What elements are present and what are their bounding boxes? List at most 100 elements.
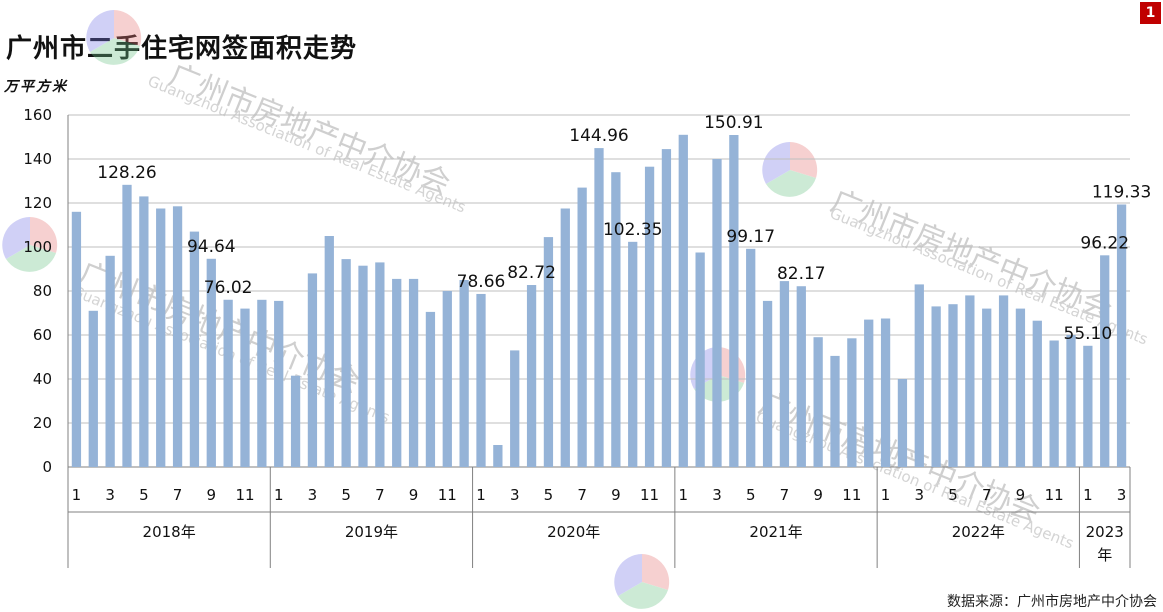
x-tick-label: 7 [173,486,183,504]
bar [290,375,301,467]
data-label: 82.17 [777,264,826,284]
bar [375,262,385,467]
bar [341,259,351,467]
bar [240,308,250,467]
bar [914,284,924,467]
x-tick-label: 1 [1083,486,1093,504]
bar [931,306,941,467]
x-tick-label: 1 [274,486,284,504]
bar [476,293,486,467]
data-label: 128.26 [97,163,156,183]
year-label: 2023 [1086,523,1124,541]
x-tick-label: 3 [1117,486,1127,504]
data-label: 94.64 [187,237,236,257]
bar [425,311,436,467]
bar [695,252,705,467]
bar [1049,340,1059,467]
bar [577,187,587,467]
data-label: 55.10 [1064,324,1113,344]
bar [1066,335,1076,467]
bar [847,338,857,467]
year-label: 2020年 [547,523,600,541]
data-label: 144.96 [569,126,628,146]
bar [880,318,891,467]
x-tick-label: 1 [679,486,689,504]
year-label: 2018年 [143,523,196,541]
y-tick-label: 40 [33,370,52,388]
bar [459,280,469,467]
x-tick-label: 7 [780,486,790,504]
x-tick-label: 3 [308,486,318,504]
watermark-logo-icon [86,10,142,65]
chart-title: 广州市二手住宅网签面积走势 [6,34,358,64]
data-label: 76.02 [204,278,253,298]
watermark-logo-icon [762,142,818,197]
bar [678,134,688,468]
year-label: 2021年 [749,523,802,541]
bar [611,172,621,467]
x-tick-label: 1 [72,486,82,504]
bar [408,278,419,467]
x-tick-label: 3 [510,486,520,504]
bar [729,134,739,468]
bar [442,291,452,467]
x-tick-label: 9 [207,486,217,504]
bar [324,236,334,467]
data-label: 119.33 [1092,182,1151,202]
bar [796,286,806,467]
y-tick-label: 20 [33,414,52,432]
bar [156,208,166,467]
bar [206,258,216,467]
bar [813,337,823,467]
bar [1083,345,1093,467]
bar [139,196,149,467]
data-label: 78.66 [457,272,506,292]
bar [88,310,98,467]
bar [172,206,183,468]
y-tick-label: 80 [33,282,52,300]
bar [71,211,82,467]
bar [661,149,672,467]
data-label: 102.35 [603,220,662,240]
bar [1032,320,1042,467]
x-tick-label: 9 [611,486,621,504]
x-tick-label: 9 [1016,486,1026,504]
year-label: 2019年 [345,523,398,541]
year-label-suffix: 年 [1097,546,1112,564]
x-tick-label: 7 [375,486,385,504]
x-tick-label: 1 [476,486,486,504]
bar [358,265,368,467]
x-tick-label: 11 [1045,486,1064,504]
x-tick-label: 5 [746,486,756,504]
x-tick-label: 9 [409,486,419,504]
y-tick-label: 120 [23,194,52,212]
bar [628,241,638,467]
bar [493,445,503,467]
y-tick-label: 160 [23,106,52,124]
x-tick-label: 3 [712,486,722,504]
x-tick-label: 5 [139,486,149,504]
page-number-badge: 1 [1140,2,1161,24]
x-tick-label: 7 [577,486,587,504]
data-label: 96.22 [1080,233,1129,253]
bar [257,299,267,467]
data-label: 150.91 [704,113,763,133]
bar [712,159,722,467]
bar [223,299,233,467]
year-label: 2022年 [952,523,1005,541]
bar [644,166,655,467]
x-tick-label: 5 [341,486,351,504]
bar [1015,308,1026,467]
watermark-logo-icon [2,217,58,272]
bar [122,184,132,467]
bar [948,304,958,467]
bar [864,319,874,467]
bar [274,300,284,467]
bar [1100,255,1110,467]
bar [307,273,318,467]
y-tick-label: 0 [42,458,52,476]
y-axis-unit: 万平方米 [4,79,68,95]
x-tick-label: 3 [105,486,115,504]
bar [392,278,402,467]
